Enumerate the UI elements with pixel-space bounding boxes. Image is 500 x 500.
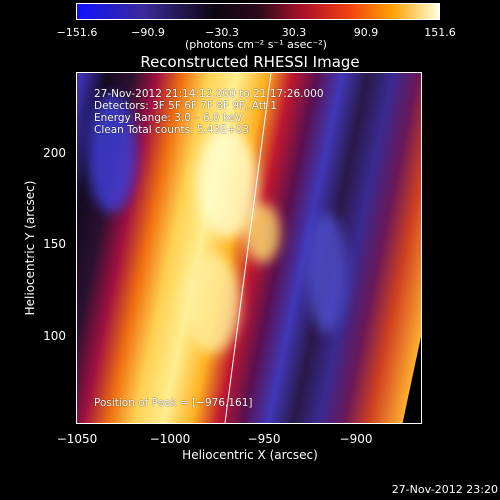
plot-title: Reconstructed RHESSI Image (140, 53, 360, 71)
detectors-text: Detectors: 3F 5F 6F 7F 8F 9F, Att 1 (94, 100, 278, 112)
heatmap-image (77, 73, 421, 423)
colorbar-tick: 90.9 (353, 26, 379, 39)
y-tick-label: 150 (43, 237, 66, 251)
peak-position-text: Position of Peak = [−976,161] (94, 397, 253, 409)
colorbar-unit-label: (photons cm⁻² s⁻¹ asec⁻²) (185, 38, 327, 51)
footer-timestamp: 27-Nov-2012 23:20 (391, 483, 498, 496)
y-tick-label: 200 (43, 146, 66, 160)
y-tick-label: 100 (43, 329, 66, 343)
colorbar-tick: −90.9 (131, 26, 165, 39)
time-range-text: 27-Nov-2012 21:14:12.000 to 21:17:26.000 (94, 88, 324, 100)
colorbar-tick: −151.6 (56, 26, 98, 39)
y-axis-label: Heliocentric Y (arcsec) (23, 180, 37, 316)
colorbar-tick: 151.6 (424, 26, 456, 39)
colorbar-gradient (77, 4, 439, 19)
x-axis-label: Heliocentric X (arcsec) (182, 448, 318, 462)
x-tick-label: −1050 (56, 432, 98, 446)
colorbar-tick: −30.3 (205, 26, 239, 39)
x-tick-label: −950 (247, 432, 281, 446)
x-tick-label: −1000 (149, 432, 191, 446)
colorbar-tick: 30.3 (281, 26, 307, 39)
clean-counts-text: Clean Total counts: 5.43E+03 (94, 124, 250, 136)
x-tick-label: −900 (339, 432, 373, 446)
colorbar (76, 3, 440, 20)
image-plot (76, 72, 422, 424)
energy-range-text: Energy Range: 3.0 – 6.0 keV (94, 112, 243, 124)
